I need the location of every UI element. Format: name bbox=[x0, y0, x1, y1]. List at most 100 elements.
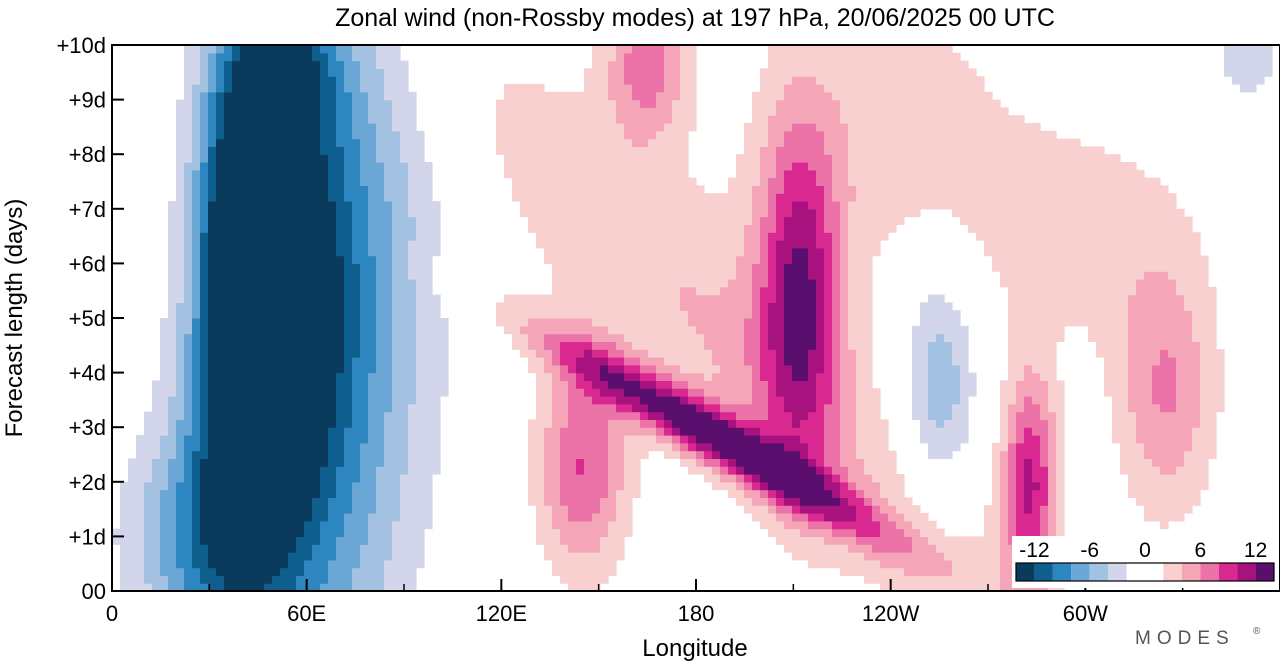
heatmap-cell bbox=[784, 364, 793, 374]
heatmap-cell bbox=[600, 396, 609, 405]
heatmap-cell bbox=[224, 364, 233, 374]
heatmap-cell bbox=[424, 364, 433, 374]
heatmap-cell bbox=[560, 216, 569, 225]
heatmap-cell bbox=[768, 169, 777, 179]
heatmap-cell bbox=[376, 201, 385, 210]
heatmap-cell bbox=[560, 224, 569, 233]
heatmap-cell bbox=[552, 513, 561, 522]
heatmap-cell bbox=[568, 559, 577, 569]
heatmap-cell bbox=[752, 318, 761, 327]
heatmap-cell bbox=[432, 357, 441, 366]
heatmap-cell bbox=[496, 130, 505, 140]
heatmap-cell bbox=[632, 294, 641, 303]
heatmap-cell bbox=[776, 208, 785, 218]
heatmap-cell bbox=[240, 68, 249, 77]
heatmap-cell bbox=[440, 380, 449, 389]
heatmap-cell bbox=[272, 325, 281, 335]
heatmap-cell bbox=[856, 528, 865, 537]
heatmap-cell bbox=[872, 497, 881, 506]
heatmap-cell bbox=[648, 138, 657, 147]
heatmap-cell bbox=[352, 271, 361, 280]
heatmap-cell bbox=[600, 481, 609, 491]
heatmap-cell bbox=[720, 255, 729, 264]
heatmap-cell bbox=[608, 388, 617, 397]
heatmap-cell bbox=[864, 372, 873, 381]
heatmap-cell bbox=[200, 396, 209, 405]
heatmap-cell bbox=[584, 201, 593, 210]
heatmap-cell bbox=[800, 520, 809, 530]
heatmap-cell bbox=[328, 513, 337, 522]
heatmap-cell bbox=[376, 279, 385, 288]
heatmap-cell bbox=[408, 505, 417, 514]
heatmap-cell bbox=[584, 575, 593, 584]
heatmap-cell bbox=[344, 294, 353, 303]
heatmap-cell bbox=[680, 193, 689, 202]
heatmap-cell bbox=[184, 474, 193, 483]
heatmap-cell bbox=[608, 528, 617, 537]
heatmap-cell bbox=[568, 489, 577, 498]
heatmap-cell bbox=[776, 68, 785, 77]
heatmap-cell bbox=[824, 240, 833, 249]
heatmap-cell bbox=[376, 216, 385, 225]
heatmap-cell bbox=[760, 154, 769, 163]
heatmap-cell bbox=[184, 255, 193, 264]
heatmap-cell bbox=[752, 193, 761, 202]
heatmap-cell bbox=[248, 45, 257, 54]
heatmap-cell bbox=[568, 481, 577, 491]
heatmap-cell bbox=[528, 419, 537, 428]
heatmap-cell bbox=[144, 450, 153, 459]
heatmap-cell bbox=[576, 481, 585, 491]
heatmap-cell bbox=[616, 154, 625, 163]
heatmap-cell bbox=[416, 552, 425, 561]
heatmap-cell bbox=[272, 552, 281, 561]
heatmap-cell bbox=[792, 450, 801, 459]
heatmap-cell bbox=[848, 154, 857, 163]
heatmap-cell bbox=[352, 489, 361, 498]
heatmap-cell bbox=[280, 333, 289, 342]
heatmap-cell bbox=[848, 403, 857, 413]
heatmap-cell bbox=[280, 115, 289, 124]
heatmap-cell bbox=[224, 52, 233, 62]
heatmap-cell bbox=[192, 255, 201, 264]
heatmap-cell bbox=[368, 357, 377, 366]
heatmap-cell bbox=[672, 341, 681, 350]
heatmap-cell bbox=[184, 279, 193, 288]
heatmap-cell bbox=[240, 341, 249, 350]
heatmap-cell bbox=[776, 286, 785, 296]
heatmap-cell bbox=[288, 333, 297, 342]
heatmap-cell bbox=[328, 286, 337, 296]
heatmap-cell bbox=[224, 255, 233, 264]
heatmap-cell bbox=[792, 294, 801, 303]
heatmap-cell bbox=[808, 115, 817, 124]
heatmap-cell bbox=[288, 489, 297, 498]
heatmap-cell bbox=[808, 146, 817, 155]
heatmap-cell bbox=[528, 115, 537, 124]
heatmap-cell bbox=[368, 185, 377, 194]
heatmap-cell bbox=[192, 263, 201, 272]
heatmap-cell bbox=[600, 427, 609, 436]
heatmap-cell bbox=[616, 45, 625, 54]
heatmap-cell bbox=[408, 450, 417, 459]
heatmap-cell bbox=[408, 302, 417, 311]
heatmap-cell bbox=[784, 115, 793, 124]
heatmap-cell bbox=[248, 575, 257, 584]
heatmap-cell bbox=[232, 552, 241, 561]
heatmap-cell bbox=[736, 489, 745, 498]
heatmap-cell bbox=[392, 232, 401, 241]
heatmap-cell bbox=[256, 513, 265, 522]
heatmap-cell bbox=[576, 497, 585, 506]
heatmap-cell bbox=[400, 185, 409, 194]
heatmap-cell bbox=[352, 302, 361, 311]
heatmap-cell bbox=[400, 255, 409, 264]
heatmap-cell bbox=[352, 380, 361, 389]
heatmap-cell bbox=[216, 91, 225, 101]
heatmap-cell bbox=[648, 115, 657, 124]
heatmap-cell bbox=[304, 411, 313, 420]
heatmap-cell bbox=[376, 325, 385, 335]
heatmap-cell bbox=[592, 45, 601, 54]
heatmap-cell bbox=[288, 255, 297, 264]
heatmap-cell bbox=[152, 520, 161, 530]
heatmap-cell bbox=[640, 208, 649, 218]
heatmap-cell bbox=[624, 419, 633, 428]
heatmap-cell bbox=[280, 154, 289, 163]
